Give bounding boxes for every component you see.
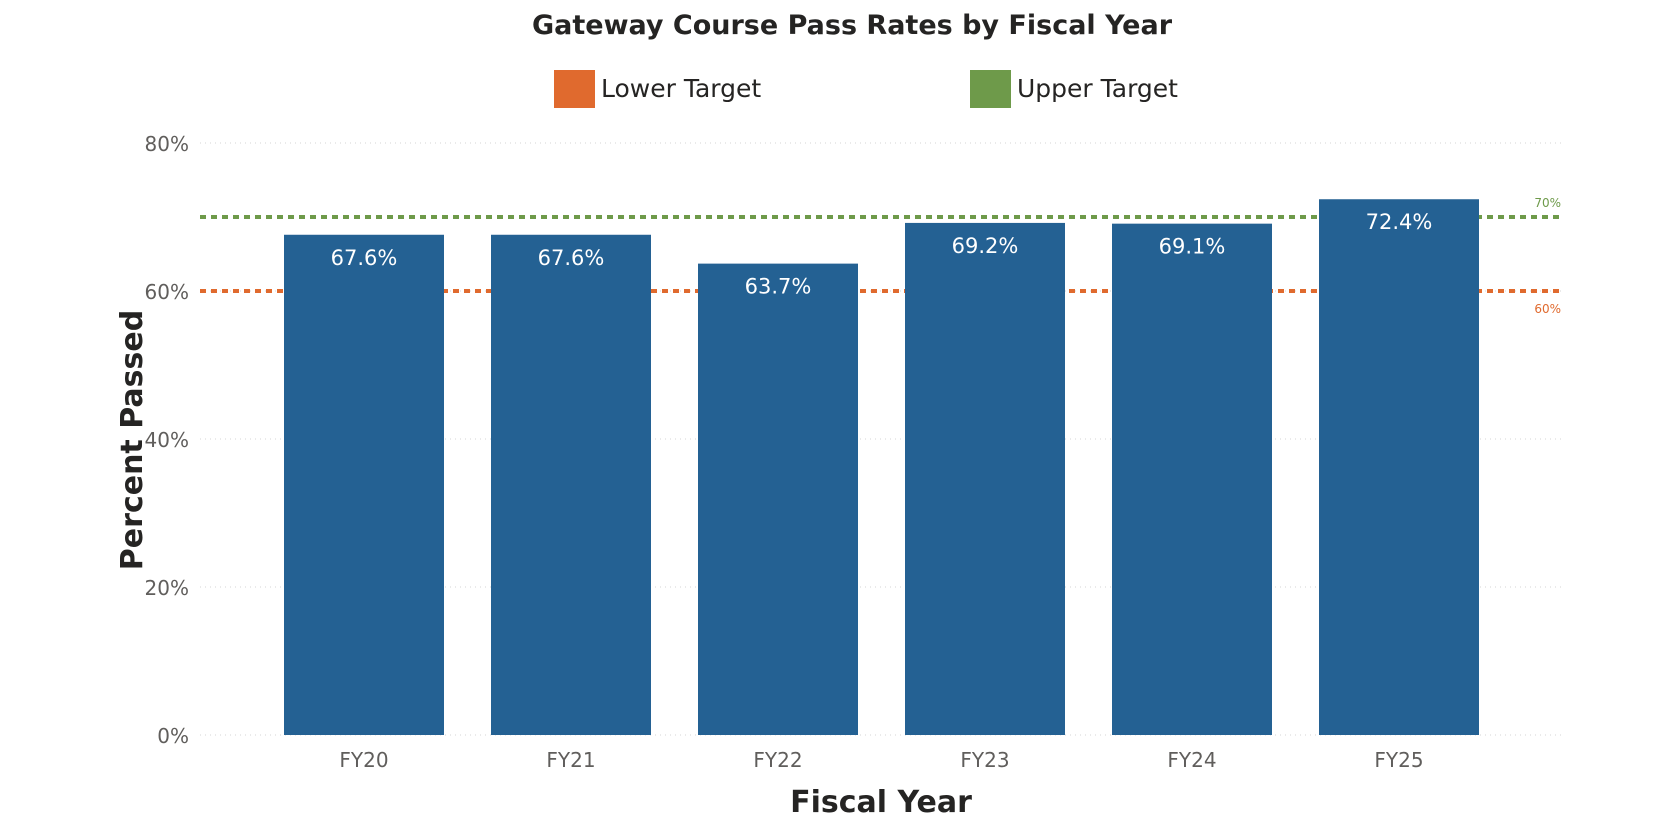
x-tick-label: FY20: [339, 748, 388, 772]
legend-swatch-lower-target: [554, 70, 595, 108]
bar-fy23: [905, 222, 1065, 736]
y-axis-title: Percent Passed: [115, 310, 150, 570]
bar-fy20: [284, 234, 444, 735]
bar-fy21: [491, 234, 651, 735]
x-tick-label: FY25: [1374, 748, 1423, 772]
y-tick-label: 60%: [145, 280, 189, 304]
chart-title: Gateway Course Pass Rates by Fiscal Year: [532, 10, 1173, 41]
legend-swatch-upper-target: [970, 70, 1011, 108]
y-tick-label: 20%: [145, 576, 189, 600]
reference-line-label: 70%: [1534, 196, 1561, 210]
legend-label-lower-target: Lower Target: [601, 74, 761, 103]
legend: Lower Target Upper Target: [554, 70, 1178, 108]
legend-label-upper-target: Upper Target: [1017, 74, 1178, 103]
bar-fy22: [698, 263, 858, 735]
x-tick-label: FY24: [1167, 748, 1216, 772]
y-tick-label: 0%: [157, 724, 189, 748]
x-axis-title: Fiscal Year: [790, 785, 972, 820]
data-label: 67.6%: [538, 246, 605, 270]
x-tick-label: FY23: [960, 748, 1009, 772]
bar-fy25: [1319, 199, 1479, 736]
data-label: 63.7%: [745, 275, 812, 299]
data-label: 69.2%: [952, 234, 1019, 258]
data-label: 69.1%: [1159, 235, 1226, 259]
data-label: 67.6%: [331, 246, 398, 270]
bar-fy24: [1112, 223, 1272, 735]
data-label: 72.4%: [1366, 210, 1433, 234]
y-tick-label: 40%: [145, 428, 189, 452]
reference-line-label: 60%: [1534, 302, 1561, 316]
x-tick-label: FY21: [546, 748, 595, 772]
x-tick-label: FY22: [753, 748, 802, 772]
y-tick-label: 80%: [145, 132, 189, 156]
